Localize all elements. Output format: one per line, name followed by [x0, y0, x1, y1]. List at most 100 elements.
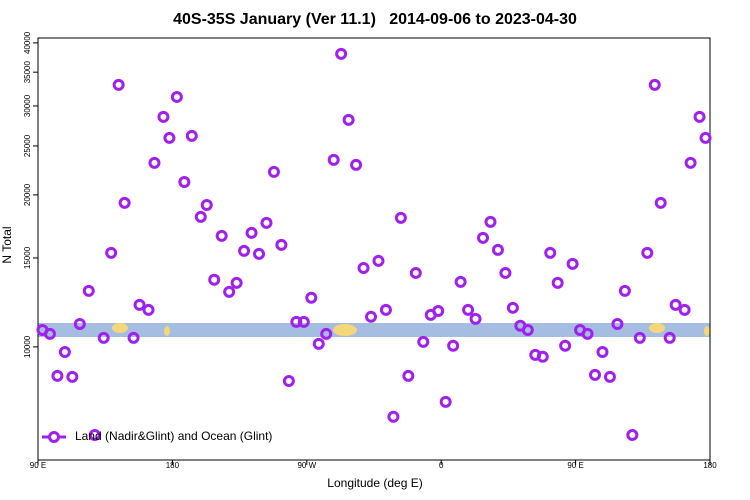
- point: [372, 254, 385, 267]
- x-tick-label: 90 E: [30, 461, 46, 470]
- point: [335, 47, 348, 60]
- point: [454, 275, 467, 288]
- point: [409, 266, 422, 279]
- point: [260, 216, 273, 229]
- point: [185, 129, 198, 142]
- point: [350, 158, 363, 171]
- point: [97, 331, 110, 344]
- point: [245, 226, 258, 239]
- point: [499, 266, 512, 279]
- point: [253, 247, 266, 260]
- point: [669, 298, 682, 311]
- point: [684, 156, 697, 169]
- plot-frame: [37, 37, 711, 461]
- point: [633, 331, 646, 344]
- point: [157, 110, 170, 123]
- point: [267, 165, 280, 178]
- point: [73, 317, 86, 330]
- y-tick-label: 40000: [23, 31, 32, 54]
- point: [327, 153, 340, 166]
- point: [312, 337, 325, 350]
- point: [491, 243, 504, 256]
- x-tick-label: 0: [439, 461, 444, 470]
- y-axis-label: N Total: [0, 226, 14, 263]
- point: [66, 370, 79, 383]
- chart-title: 40S-35S January (Ver 11.1) 2014-09-06 to…: [173, 11, 577, 28]
- point: [163, 131, 176, 144]
- point: [357, 261, 370, 274]
- point: [320, 327, 333, 340]
- point: [544, 246, 557, 259]
- point: [551, 276, 564, 289]
- point: [559, 339, 572, 352]
- y-tick-label: 30000: [23, 94, 32, 117]
- point: [148, 156, 161, 169]
- point: [596, 345, 609, 358]
- point: [238, 244, 251, 257]
- point: [521, 324, 534, 337]
- point: [215, 229, 228, 242]
- point: [133, 298, 146, 311]
- point: [170, 90, 183, 103]
- point: [506, 301, 519, 314]
- point: [208, 273, 221, 286]
- point: [618, 284, 631, 297]
- point: [394, 211, 407, 224]
- point: [654, 196, 667, 209]
- point: [581, 327, 594, 340]
- x-tick-label: 90 E: [567, 461, 583, 470]
- point: [342, 113, 355, 126]
- point: [469, 312, 482, 325]
- point: [589, 368, 602, 381]
- point: [112, 78, 125, 91]
- y-tick-label: 10000: [23, 335, 32, 358]
- point: [58, 345, 71, 358]
- point: [43, 327, 56, 340]
- x-tick-label: 180: [166, 461, 180, 470]
- point: [127, 331, 140, 344]
- point: [223, 285, 236, 298]
- point: [439, 395, 452, 408]
- point: [379, 303, 392, 316]
- point: [305, 291, 318, 304]
- point: [51, 369, 64, 382]
- point: [699, 131, 712, 144]
- point: [118, 196, 131, 209]
- point: [678, 303, 691, 316]
- legend-label: Land (Nadir&Glint) and Ocean (Glint): [75, 429, 272, 443]
- point: [566, 257, 579, 270]
- point: [230, 276, 243, 289]
- point: [477, 231, 490, 244]
- point: [200, 198, 213, 211]
- point: [194, 210, 207, 223]
- y-tick-label: 20000: [23, 183, 32, 206]
- x-tick-label: 90 W: [297, 461, 316, 470]
- point: [290, 315, 303, 328]
- point: [641, 246, 654, 259]
- point: [275, 238, 288, 251]
- point: [611, 317, 624, 330]
- point: [365, 310, 378, 323]
- point: [626, 429, 639, 442]
- point: [88, 429, 101, 442]
- land-blobs: [112, 323, 710, 336]
- point: [693, 110, 706, 123]
- point: [447, 339, 460, 352]
- point: [178, 175, 191, 188]
- point: [462, 303, 475, 316]
- y-tick-label: 25000: [23, 134, 32, 157]
- point: [432, 304, 445, 317]
- point: [663, 331, 676, 344]
- x-tick-label: 180: [703, 461, 717, 470]
- y-tick-label: 35000: [23, 60, 32, 83]
- point: [82, 284, 95, 297]
- point: [387, 410, 400, 423]
- point: [484, 215, 497, 228]
- point: [402, 369, 415, 382]
- point: [297, 315, 310, 328]
- point: [603, 370, 616, 383]
- legend-marker: [48, 431, 60, 443]
- ocean-band: [38, 323, 710, 337]
- point: [648, 78, 661, 91]
